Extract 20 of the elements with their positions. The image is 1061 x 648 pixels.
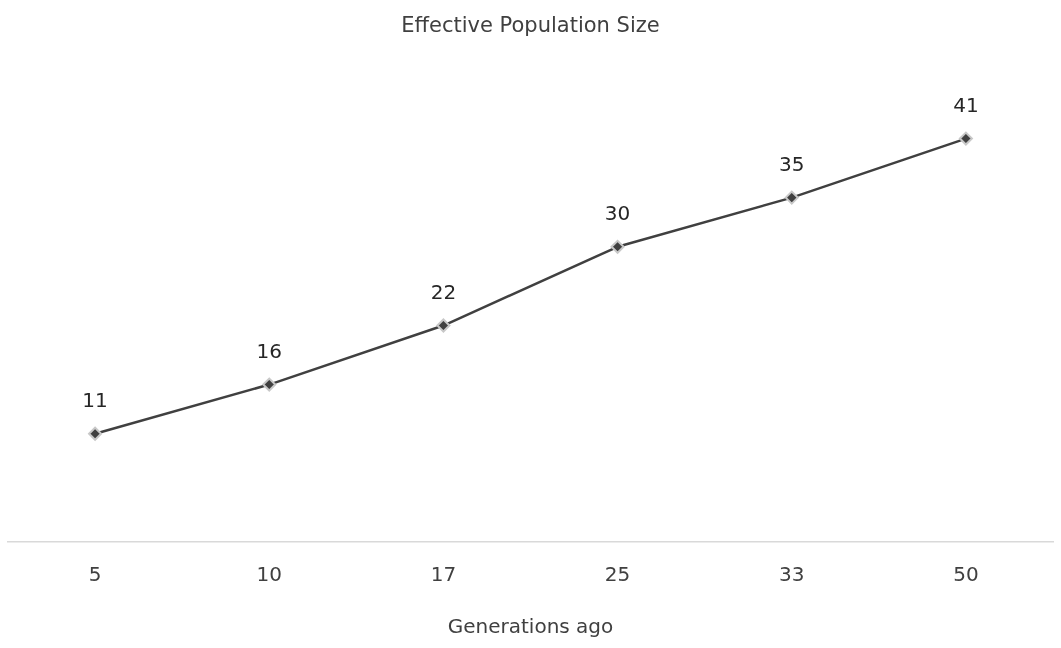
chart-title: Effective Population Size <box>401 13 660 38</box>
data-label: 41 <box>953 92 979 117</box>
x-tick-label: 33 <box>779 562 805 587</box>
point <box>88 426 103 441</box>
data-label: 30 <box>604 201 631 225</box>
point <box>436 318 451 333</box>
x-tick-label: 10 <box>256 562 282 587</box>
x-axis-title: Generations ago <box>447 614 614 639</box>
data-label: 35 <box>779 151 805 176</box>
data-label: 22 <box>430 279 457 304</box>
data-label: 11 <box>82 387 108 412</box>
data-label: 16 <box>256 338 282 363</box>
x-tick-label: 25 <box>604 562 631 587</box>
point <box>262 377 277 392</box>
point <box>610 239 625 254</box>
x-tick-label: 17 <box>430 562 457 587</box>
x-tick-label: 50 <box>953 562 979 587</box>
x-tick-label: 5 <box>88 562 102 587</box>
point <box>784 190 799 205</box>
point <box>958 131 973 146</box>
